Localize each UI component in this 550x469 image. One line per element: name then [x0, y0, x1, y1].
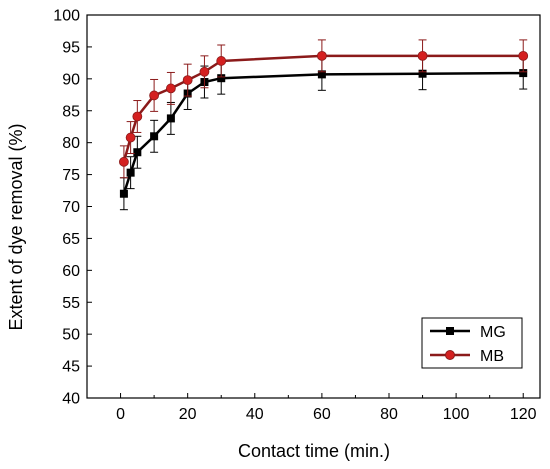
y-tick-label: 85 [62, 103, 80, 120]
data-point [166, 114, 175, 123]
y-tick-label: 45 [62, 359, 80, 376]
legend-mb-label: MB [480, 348, 504, 365]
legend-box [421, 317, 523, 369]
data-point [216, 56, 227, 66]
axes: 0 20 40 60 80 100 120 40 45 50 55 60 65 70 75 80 85 90 95 1… [53, 8, 541, 423]
data-point [199, 66, 210, 77]
data-point [316, 50, 327, 61]
legend-mg-marker [446, 327, 454, 335]
data-point [132, 111, 143, 122]
y-tick-label: 55 [62, 295, 80, 312]
data-point [217, 74, 226, 83]
series-mb [119, 39, 529, 179]
legend-mg-label: MG [480, 324, 506, 341]
y-tick-label: 95 [62, 39, 80, 56]
data-point [165, 83, 176, 94]
data-point [182, 75, 193, 86]
legend-mb-marker [445, 350, 455, 360]
legend-item-mg: MG [430, 324, 506, 341]
data-point [119, 189, 128, 198]
y-tick-label: 60 [62, 263, 80, 280]
data-point [519, 69, 528, 78]
y-axis-title: Extent of dye removal (%) [6, 123, 26, 330]
y-tick-label: 50 [62, 327, 80, 344]
y-tick-label: 80 [62, 135, 80, 152]
x-tick-label: 0 [116, 406, 125, 423]
series-mg [119, 56, 528, 211]
plot-area [119, 39, 529, 211]
y-tick-label: 100 [53, 8, 80, 25]
data-point [418, 69, 427, 78]
data-point [317, 70, 326, 79]
data-point [149, 90, 160, 101]
x-tick-label: 80 [380, 406, 398, 423]
x-tick-label: 100 [443, 406, 470, 423]
x-tick-label: 120 [510, 406, 537, 423]
x-tick-label: 40 [246, 406, 264, 423]
data-point [119, 156, 129, 167]
data-point [125, 132, 136, 143]
y-tick-label: 40 [62, 391, 80, 408]
y-tick-label: 65 [62, 231, 80, 248]
y-tick-label: 90 [62, 71, 80, 88]
data-point [126, 168, 135, 177]
x-tick-label: 20 [179, 406, 197, 423]
data-point [417, 50, 428, 61]
x-tick-label: 60 [313, 406, 331, 423]
legend-item-mb: MB [430, 348, 504, 365]
legend: MG MB [421, 317, 523, 369]
data-point [518, 50, 529, 61]
y-tick-label: 70 [62, 199, 80, 216]
data-point [133, 148, 142, 157]
y-tick-label: 75 [62, 167, 80, 184]
data-point [150, 132, 159, 141]
x-axis-title: Contact time (min.) [238, 441, 390, 461]
